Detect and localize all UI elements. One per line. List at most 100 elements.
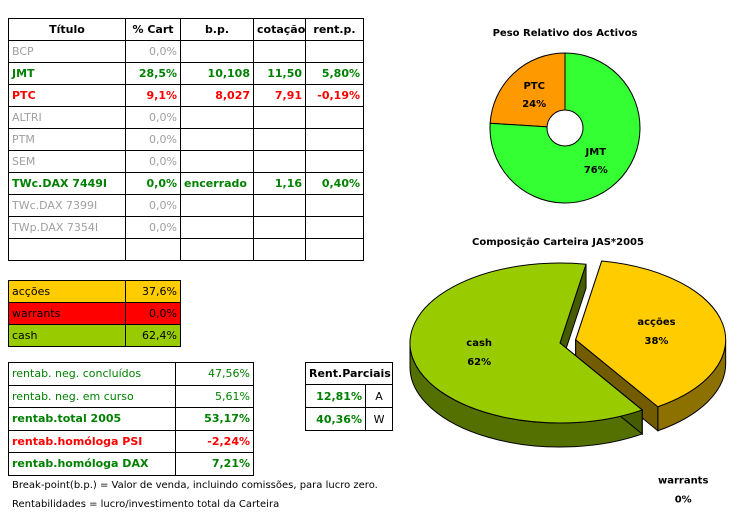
cell: SEM xyxy=(8,150,126,173)
cell xyxy=(180,150,254,173)
cell: 12,81% xyxy=(305,384,366,408)
cell: A xyxy=(364,384,394,408)
cell: TWc.DAX 7449I xyxy=(8,172,126,195)
slice xyxy=(559,342,643,411)
cell xyxy=(253,150,306,173)
cell: rentab. neg. concluídos xyxy=(8,362,176,386)
slice xyxy=(409,262,644,424)
header-cell: Rent.Parciais xyxy=(304,362,394,385)
cell: 0,0% xyxy=(125,106,181,129)
slice xyxy=(489,52,566,129)
cell: 53,17% xyxy=(175,407,254,431)
cell xyxy=(253,238,306,261)
cell: 47,56% xyxy=(175,362,254,386)
note: Break-point(b.p.) = Valor de venda, incl… xyxy=(12,480,378,491)
cell xyxy=(305,194,364,217)
header-cell: rent.p. xyxy=(305,18,364,41)
cell xyxy=(253,128,306,151)
cell: cash xyxy=(8,324,126,347)
cell: 7,21% xyxy=(175,452,254,476)
slice-cut xyxy=(559,341,643,435)
cell: rentab.total 2005 xyxy=(8,407,176,431)
header-cell: b.p. xyxy=(180,18,254,41)
cell: ALTRI xyxy=(8,106,126,129)
cell: 7,91 xyxy=(253,84,306,107)
row xyxy=(8,238,364,261)
cell: 0,0% xyxy=(125,150,181,173)
cell: 5,61% xyxy=(175,384,254,408)
slice-side xyxy=(409,342,643,448)
allocation-table: acções 37,6% warrants 0,0% cash 62,4% xyxy=(8,280,181,347)
cell: BCP xyxy=(8,40,126,63)
row: rentab. neg. concluídos 47,56% xyxy=(8,362,254,386)
holdings-table: Título% Cart b.p. cotação rent.p. BCP 0,0% JMT… xyxy=(8,18,364,261)
cell xyxy=(180,106,254,129)
note: Rentabilidades = lucro/investimento tota… xyxy=(12,499,280,510)
cell xyxy=(305,40,364,63)
slice-label: acções xyxy=(637,317,675,328)
cell: rentab.homóloga DAX xyxy=(8,452,176,476)
cell: 40,36% xyxy=(305,407,366,431)
cell: 28,5% xyxy=(125,62,181,85)
slice xyxy=(489,52,641,204)
header-cell: cotação xyxy=(253,18,306,41)
cell: 0,0% xyxy=(125,40,181,63)
cell xyxy=(180,128,254,151)
row: 12,81% A xyxy=(305,384,394,408)
cell: 5,80% xyxy=(305,62,364,85)
row: rentab.total 2005 53,17% xyxy=(8,407,254,431)
cell xyxy=(253,40,306,63)
cell: 8,027 xyxy=(180,84,254,107)
cell: 62,4% xyxy=(125,324,181,347)
cell: rentab. neg. em curso xyxy=(8,384,176,408)
slice-value-label: 76% xyxy=(584,165,608,176)
cell xyxy=(8,238,126,261)
cell xyxy=(305,216,364,239)
cell: warrants xyxy=(8,302,126,325)
header-row: Título% Cart b.p. cotação rent.p. xyxy=(8,18,364,41)
cell: W xyxy=(364,407,394,431)
slice-value-label: 38% xyxy=(645,336,669,347)
row: JMT 28,5% 10,108 11,50 5,80% xyxy=(8,62,364,85)
cell: TWc.DAX 7399I xyxy=(8,194,126,217)
slice-label: warrants xyxy=(658,475,708,486)
slice xyxy=(575,260,727,408)
row: ALTRI 0,0% xyxy=(8,106,364,129)
cell: acções xyxy=(8,280,126,303)
partial-returns-table: Rent.Parciais 12,81% A 40,36% W xyxy=(304,362,394,431)
cell: 0,0% xyxy=(125,172,181,195)
chart-title: Composição Carteira JAS*2005 xyxy=(472,237,644,248)
cell xyxy=(305,128,364,151)
cell: -2,24% xyxy=(175,429,254,453)
cell xyxy=(305,238,364,261)
cell: 0,40% xyxy=(305,172,364,195)
cell xyxy=(180,194,254,217)
row: SEM 0,0% xyxy=(8,150,364,173)
cell: TWp.DAX 7354I xyxy=(8,216,126,239)
cell: 10,108 xyxy=(180,62,254,85)
row: rentab.homóloga DAX 7,21% xyxy=(8,452,254,476)
row: cash 62,4% xyxy=(8,324,181,347)
header-cell: % Cart xyxy=(125,18,181,41)
row: rentab. neg. em curso 5,61% xyxy=(8,384,254,408)
row: PTM 0,0% xyxy=(8,128,364,151)
row: warrants 0,0% xyxy=(8,302,181,325)
slice-label: PTC xyxy=(523,81,545,92)
cell xyxy=(253,194,306,217)
row: rentab.homóloga PSI -2,24% xyxy=(8,429,254,453)
slice-side xyxy=(657,339,727,432)
row: TWc.DAX 7399I 0,0% xyxy=(8,194,364,217)
header-row: Rent.Parciais xyxy=(304,362,394,385)
slice-value-label: 0% xyxy=(675,494,692,505)
donut-hole xyxy=(546,109,584,147)
slice-cut xyxy=(559,264,587,368)
cell xyxy=(125,238,181,261)
cell xyxy=(305,106,364,129)
cell: 0,0% xyxy=(125,302,181,325)
slice-label: cash xyxy=(466,338,492,349)
slice-cut xyxy=(575,260,603,364)
cell xyxy=(253,216,306,239)
row: TWc.DAX 7449I 0,0% encerrado 1,16 0,40% xyxy=(8,172,364,195)
header-cell: Título xyxy=(8,18,126,41)
